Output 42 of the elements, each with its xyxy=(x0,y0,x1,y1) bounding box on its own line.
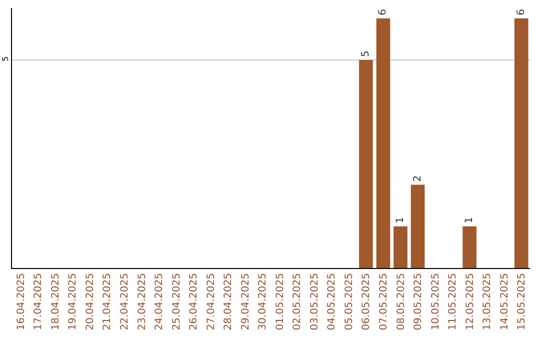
data-label: 1 xyxy=(395,217,406,224)
x-tick-label: 15.05.2025 xyxy=(516,273,528,330)
x-tick-label: 06.05.2025 xyxy=(361,273,372,330)
x-tick-label: 30.04.2025 xyxy=(258,273,269,330)
x-tick-label: 14.05.2025 xyxy=(499,273,510,330)
x-tick-label: 11.05.2025 xyxy=(448,273,459,330)
x-tick-label: 18.04.2025 xyxy=(50,273,62,330)
x-tick-label: 28.04.2025 xyxy=(223,273,234,330)
bar xyxy=(462,226,476,268)
x-tick-label: 17.04.2025 xyxy=(33,273,44,330)
x-tick-label: 10.05.2025 xyxy=(430,273,442,330)
x-tick-label: 16.04.2025 xyxy=(16,273,27,330)
x-tick-label: 12.05.2025 xyxy=(464,273,476,330)
bar xyxy=(410,184,425,268)
data-label: 6 xyxy=(378,9,389,16)
x-tick-label: 25.04.2025 xyxy=(171,273,182,330)
x-tick-label: 02.05.2025 xyxy=(292,273,304,330)
x-tick-label: 13.05.2025 xyxy=(482,273,494,330)
bar xyxy=(359,60,373,268)
x-tick-label: 20.04.2025 xyxy=(84,273,96,330)
x-tick-label: 21.04.2025 xyxy=(102,273,114,330)
x-tick-label: 19.04.2025 xyxy=(68,273,79,330)
x-tick-label: 07.05.2025 xyxy=(378,273,390,330)
data-label: 2 xyxy=(412,175,424,182)
x-tick-label: 24.04.2025 xyxy=(154,273,166,330)
x-tick-label: 23.04.2025 xyxy=(136,273,148,330)
bar xyxy=(394,226,408,268)
x-tick-label: 05.05.2025 xyxy=(344,273,355,330)
data-label: 6 xyxy=(516,9,527,16)
x-tick-label: 27.04.2025 xyxy=(206,273,217,330)
x-tick-label: 08.05.2025 xyxy=(396,273,407,330)
bar xyxy=(514,18,528,268)
x-tick-label: 01.05.2025 xyxy=(274,273,286,330)
x-tick-label: 09.05.2025 xyxy=(413,273,424,330)
data-label: 1 xyxy=(464,217,476,224)
bar xyxy=(376,18,390,268)
x-tick-label: 29.04.2025 xyxy=(240,273,252,330)
x-tick-label: 04.05.2025 xyxy=(326,273,338,330)
x-tick-label: 03.05.2025 xyxy=(309,273,320,330)
x-tick-label: 26.04.2025 xyxy=(188,273,200,330)
x-tick-label: 22.04.2025 xyxy=(119,273,130,330)
data-label: 5 xyxy=(360,50,372,57)
